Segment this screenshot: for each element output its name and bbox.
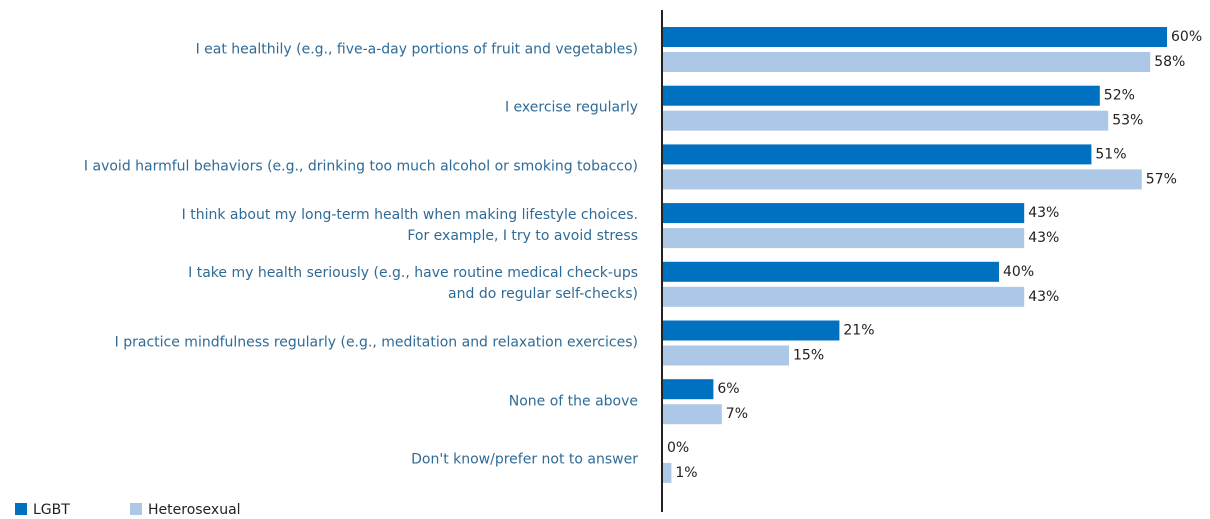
value-label: 43% — [1028, 230, 1059, 246]
bar — [663, 345, 789, 366]
value-label: 43% — [1028, 205, 1059, 221]
bar — [663, 228, 1025, 249]
legend-label: LGBT — [33, 502, 70, 518]
category-label: None of the above — [508, 393, 638, 410]
legend-label: Heterosexual — [148, 502, 241, 518]
bar — [663, 320, 840, 341]
bar — [663, 52, 1151, 72]
bar — [663, 379, 714, 400]
category-label: I think about my long-term health when m… — [181, 206, 638, 244]
category-label: I avoid harmful behaviors (e.g., drinkin… — [83, 158, 638, 175]
bar — [663, 404, 722, 425]
category-label: I eat healthily (e.g., five-a-day portio… — [195, 41, 638, 57]
bar — [663, 462, 672, 483]
value-label: 15% — [793, 348, 824, 364]
value-label: 1% — [675, 465, 697, 481]
value-label: 7% — [726, 406, 748, 422]
value-label: 58% — [1154, 54, 1185, 70]
bar — [663, 203, 1025, 224]
category-label: I practice mindfulness regularly (e.g., … — [114, 334, 638, 351]
legend-swatch — [130, 503, 142, 515]
value-label: 6% — [717, 381, 739, 397]
category-label: Don't know/prefer not to answer — [411, 451, 638, 468]
legend-swatch — [15, 503, 27, 515]
value-label: 60% — [1171, 29, 1202, 45]
value-label: 51% — [1095, 146, 1126, 162]
bar — [663, 169, 1142, 190]
bar — [663, 27, 1167, 47]
value-label: 43% — [1028, 289, 1059, 305]
bar — [663, 144, 1092, 165]
value-label: 52% — [1104, 88, 1135, 104]
category-label: I exercise regularly — [504, 99, 638, 116]
value-label: 57% — [1146, 171, 1177, 187]
bar — [663, 110, 1109, 131]
category-label: I take my health seriously (e.g., have r… — [188, 265, 638, 303]
bar — [663, 261, 999, 282]
value-label: 53% — [1112, 113, 1143, 129]
bar — [663, 286, 1025, 307]
value-label: 21% — [843, 323, 874, 339]
bar — [663, 85, 1100, 106]
value-label: 40% — [1003, 264, 1034, 280]
value-label: 0% — [667, 440, 689, 456]
